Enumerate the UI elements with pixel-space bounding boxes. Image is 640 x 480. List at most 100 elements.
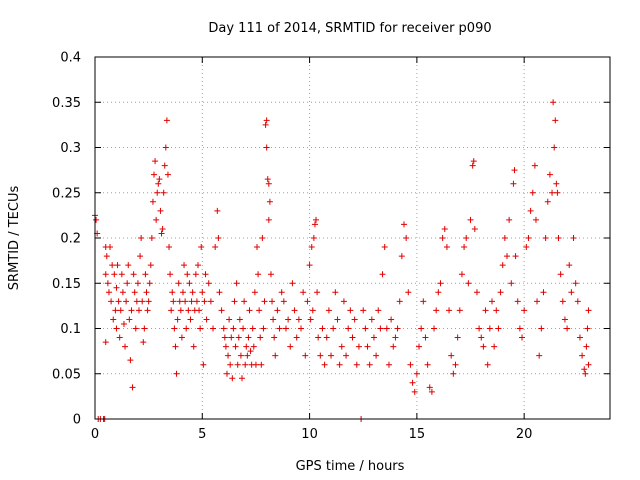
data-point bbox=[160, 189, 167, 196]
data-point bbox=[202, 271, 209, 278]
data-point bbox=[525, 235, 532, 241]
data-point bbox=[228, 334, 235, 341]
data-point bbox=[448, 352, 455, 359]
data-point bbox=[332, 289, 339, 296]
data-point bbox=[511, 167, 518, 174]
data-point bbox=[223, 370, 230, 377]
data-point bbox=[334, 316, 341, 323]
data-point bbox=[495, 325, 502, 332]
data-point bbox=[187, 316, 194, 323]
data-point bbox=[186, 280, 193, 287]
data-point bbox=[175, 280, 182, 287]
data-point bbox=[132, 325, 139, 332]
data-point bbox=[461, 244, 468, 251]
data-point bbox=[581, 366, 588, 373]
data-point bbox=[465, 280, 472, 287]
data-point bbox=[270, 316, 277, 323]
data-point bbox=[555, 235, 562, 241]
data-point bbox=[510, 180, 517, 187]
data-point bbox=[554, 189, 561, 196]
data-point bbox=[454, 334, 461, 341]
y-tick-label: 0.1 bbox=[60, 322, 81, 337]
data-point bbox=[345, 325, 352, 332]
data-point bbox=[210, 325, 217, 332]
data-point bbox=[306, 262, 313, 269]
data-point bbox=[135, 307, 142, 314]
data-point bbox=[308, 244, 315, 251]
data-point bbox=[216, 289, 223, 296]
data-point bbox=[247, 348, 254, 355]
data-point bbox=[147, 262, 154, 269]
y-tick-label: 0 bbox=[73, 413, 81, 428]
data-point bbox=[118, 271, 125, 278]
data-point bbox=[163, 117, 170, 124]
data-point bbox=[133, 298, 140, 305]
data-point bbox=[546, 171, 553, 178]
data-point bbox=[553, 180, 560, 187]
data-point bbox=[155, 180, 162, 187]
data-point bbox=[310, 235, 317, 241]
data-point bbox=[131, 289, 138, 296]
data-point bbox=[381, 244, 388, 251]
data-point bbox=[149, 198, 156, 205]
data-point bbox=[145, 298, 152, 305]
data-point bbox=[161, 162, 168, 169]
data-point bbox=[579, 352, 586, 359]
data-point bbox=[170, 298, 177, 305]
data-point bbox=[471, 225, 478, 232]
data-point bbox=[178, 334, 185, 341]
data-point bbox=[428, 388, 435, 395]
data-point bbox=[243, 343, 250, 350]
data-point bbox=[266, 198, 273, 205]
data-point bbox=[585, 307, 592, 314]
data-point bbox=[156, 176, 163, 183]
data-point bbox=[407, 361, 414, 368]
data-point bbox=[116, 334, 123, 341]
data-point bbox=[353, 361, 360, 368]
data-point bbox=[377, 325, 384, 332]
data-point bbox=[499, 262, 506, 269]
data-point bbox=[514, 298, 521, 305]
data-point bbox=[113, 325, 120, 332]
data-point bbox=[347, 307, 354, 314]
x-tick-label: 15 bbox=[409, 427, 426, 442]
data-point bbox=[452, 361, 459, 368]
data-point bbox=[534, 298, 541, 305]
data-point bbox=[215, 235, 222, 241]
data-point bbox=[246, 307, 253, 314]
data-point bbox=[409, 379, 416, 386]
y-tick-label: 0.25 bbox=[52, 186, 81, 201]
data-point bbox=[183, 325, 190, 332]
data-point bbox=[300, 289, 307, 296]
data-point bbox=[446, 307, 453, 314]
data-point bbox=[252, 361, 259, 368]
data-point bbox=[456, 307, 463, 314]
data-point bbox=[370, 334, 377, 341]
data-point bbox=[482, 307, 489, 314]
data-point bbox=[315, 334, 322, 341]
data-point bbox=[383, 325, 390, 332]
data-point bbox=[291, 307, 298, 314]
data-point bbox=[416, 343, 423, 350]
data-point bbox=[250, 343, 257, 350]
data-point bbox=[153, 216, 160, 223]
data-point bbox=[576, 334, 583, 341]
data-point bbox=[190, 343, 197, 350]
data-point bbox=[200, 361, 207, 368]
data-point bbox=[373, 352, 380, 359]
data-point bbox=[207, 298, 214, 305]
data-point bbox=[205, 280, 212, 287]
data-point bbox=[532, 216, 539, 223]
data-point bbox=[241, 298, 248, 305]
data-point bbox=[516, 325, 523, 332]
data-point bbox=[293, 334, 300, 341]
data-point bbox=[564, 325, 571, 332]
data-point bbox=[559, 298, 566, 305]
data-point bbox=[317, 352, 324, 359]
data-point bbox=[390, 343, 397, 350]
data-point bbox=[109, 262, 116, 269]
x-tick-label: 0 bbox=[91, 427, 99, 442]
data-point bbox=[103, 253, 110, 260]
data-point bbox=[426, 384, 433, 391]
data-point bbox=[120, 320, 127, 327]
